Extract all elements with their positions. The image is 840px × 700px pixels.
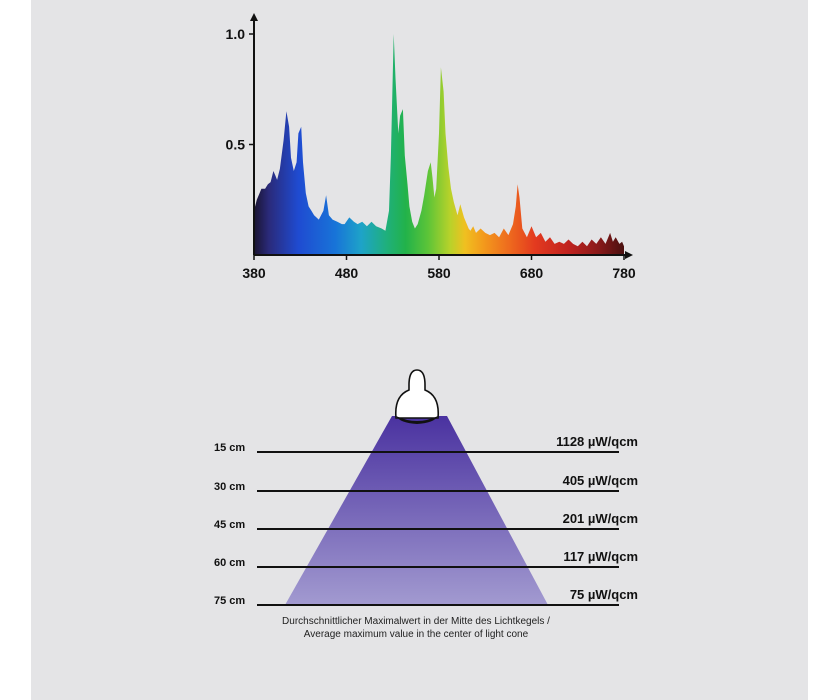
spectrum-area bbox=[254, 34, 624, 255]
distance-label: 75 cm bbox=[214, 595, 245, 607]
x-tick-label: 380 bbox=[242, 265, 266, 281]
caption-line-2: Average maximum value in the center of l… bbox=[304, 629, 529, 640]
distance-label: 60 cm bbox=[214, 557, 245, 569]
irradiance-value: 1128 µW/qcm bbox=[556, 434, 638, 449]
light-cone bbox=[285, 416, 548, 605]
distance-row: 60 cm 117 µW/qcm bbox=[214, 549, 638, 569]
distance-row: 30 cm 405 µW/qcm bbox=[214, 473, 638, 493]
irradiance-value: 75 µW/qcm bbox=[570, 587, 638, 602]
y-tick-label: 1.0 bbox=[226, 26, 246, 42]
distance-row: 75 cm 75 µW/qcm bbox=[214, 587, 638, 607]
y-axis-arrow-icon bbox=[250, 13, 258, 21]
distance-label: 45 cm bbox=[214, 519, 245, 531]
irradiance-value: 201 µW/qcm bbox=[563, 511, 638, 526]
distance-label: 30 cm bbox=[214, 481, 245, 493]
spectrum-chart: 380 480 580 680 780 0.5 1.0 bbox=[226, 13, 636, 281]
x-tick-label: 480 bbox=[335, 265, 359, 281]
distance-label: 15 cm bbox=[214, 442, 245, 454]
bulb-icon bbox=[394, 369, 440, 424]
distance-row: 15 cm 1128 µW/qcm bbox=[214, 434, 638, 454]
y-tick-label: 0.5 bbox=[226, 137, 246, 153]
irradiance-value: 405 µW/qcm bbox=[563, 473, 638, 488]
caption-line-1: Durchschnittlicher Maximalwert in der Mi… bbox=[282, 616, 550, 627]
irradiance-value: 117 µW/qcm bbox=[563, 549, 638, 564]
x-tick-label: 680 bbox=[520, 265, 544, 281]
x-tick-label: 580 bbox=[427, 265, 451, 281]
distance-row: 45 cm 201 µW/qcm bbox=[214, 511, 638, 531]
x-axis-arrow-icon bbox=[625, 251, 633, 259]
x-tick-label: 780 bbox=[612, 265, 636, 281]
